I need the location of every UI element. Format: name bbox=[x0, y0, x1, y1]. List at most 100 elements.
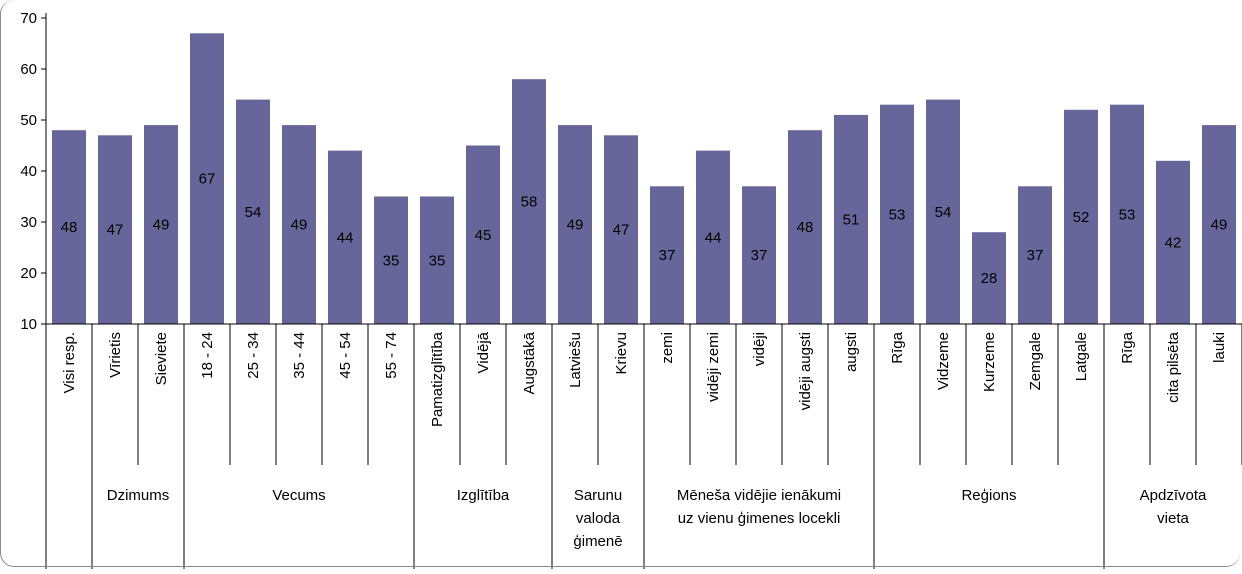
category-label: Sieviete bbox=[153, 332, 170, 385]
bar-value-label: 48 bbox=[797, 219, 814, 236]
bar-value-label: 44 bbox=[337, 229, 354, 246]
category-label: vidēji zemi bbox=[705, 332, 722, 402]
bar bbox=[926, 99, 960, 324]
bar-value-label: 54 bbox=[245, 204, 262, 221]
bar bbox=[52, 130, 86, 324]
bar-value-label: 67 bbox=[199, 171, 216, 188]
bar-value-label: 53 bbox=[1119, 206, 1136, 223]
bar-value-label: 37 bbox=[751, 247, 768, 264]
group-label: Dzimums bbox=[107, 487, 170, 504]
bar bbox=[1202, 125, 1236, 324]
bar bbox=[190, 33, 224, 325]
bar-value-label: 45 bbox=[475, 227, 492, 244]
bar bbox=[144, 125, 178, 324]
category-label: 18 - 24 bbox=[199, 332, 216, 379]
category-label: 55 - 74 bbox=[383, 332, 400, 379]
bar bbox=[374, 196, 408, 324]
bar bbox=[328, 150, 362, 324]
y-tick-label: 50 bbox=[20, 112, 37, 129]
bar-value-label: 47 bbox=[613, 222, 630, 239]
group-label: Reģions bbox=[961, 487, 1016, 504]
category-label: Kurzeme bbox=[981, 332, 998, 392]
bar bbox=[788, 130, 822, 324]
bar bbox=[1018, 186, 1052, 324]
category-label: Vidzeme bbox=[935, 332, 952, 390]
category-label: 45 - 54 bbox=[337, 332, 354, 379]
bar bbox=[604, 135, 638, 324]
bar-value-label: 44 bbox=[705, 229, 722, 246]
category-label: vidēji augsti bbox=[797, 332, 814, 410]
bar-value-label: 28 bbox=[981, 270, 998, 287]
category-label: augsti bbox=[843, 332, 860, 372]
category-label: Pamatizglītība bbox=[429, 331, 446, 427]
bar bbox=[236, 99, 270, 324]
group-label: Vecums bbox=[272, 487, 325, 504]
category-label: Latgale bbox=[1073, 332, 1090, 381]
group-label: Apdzīvota bbox=[1140, 487, 1207, 504]
category-label: 35 - 44 bbox=[291, 332, 308, 379]
bar-value-label: 47 bbox=[107, 222, 124, 239]
bar bbox=[1110, 104, 1144, 324]
bar bbox=[98, 135, 132, 324]
bar bbox=[972, 232, 1006, 324]
bar bbox=[880, 104, 914, 324]
group-label: uz vienu ģimenes locekli bbox=[678, 510, 841, 527]
y-tick-label: 60 bbox=[20, 61, 37, 78]
category-label: cita pilsēta bbox=[1165, 331, 1182, 403]
category-label: Augstākā bbox=[521, 331, 538, 394]
category-label: Vīrietis bbox=[107, 332, 124, 378]
bar-value-label: 52 bbox=[1073, 209, 1090, 226]
bar-value-label: 51 bbox=[843, 211, 860, 228]
category-label: Rīga bbox=[889, 331, 906, 363]
category-label: lauki bbox=[1211, 332, 1228, 363]
group-label: ģimenē bbox=[573, 533, 622, 550]
bar bbox=[420, 196, 454, 324]
group-label: Mēneša vidējie ienākumi bbox=[677, 487, 841, 504]
group-label: Sarunu bbox=[574, 487, 622, 504]
category-label: Visi resp. bbox=[61, 332, 78, 393]
bar bbox=[834, 114, 868, 325]
y-tick-label: 40 bbox=[20, 163, 37, 180]
bar-value-label: 49 bbox=[567, 217, 584, 234]
bar-value-label: 49 bbox=[291, 217, 308, 234]
category-label: vidēji bbox=[751, 332, 768, 366]
y-tick-label: 10 bbox=[20, 316, 37, 333]
bar-value-label: 49 bbox=[153, 217, 170, 234]
bar bbox=[1064, 109, 1098, 324]
axis-layer bbox=[41, 13, 1242, 569]
bar bbox=[742, 186, 776, 324]
bar-value-label: 49 bbox=[1211, 217, 1228, 234]
bar-value-label: 37 bbox=[1027, 247, 1044, 264]
category-label: Rīga bbox=[1119, 331, 1136, 363]
bar-value-label: 35 bbox=[429, 252, 446, 269]
bar bbox=[650, 186, 684, 324]
bar bbox=[1156, 160, 1190, 324]
bar-value-label: 54 bbox=[935, 204, 952, 221]
y-tick-label: 20 bbox=[20, 265, 37, 282]
bar bbox=[512, 79, 546, 324]
category-label: Latviešu bbox=[567, 332, 584, 388]
category-label: Zemgale bbox=[1027, 332, 1044, 390]
category-label: Vidējā bbox=[475, 331, 492, 373]
bar-value-label: 37 bbox=[659, 247, 676, 264]
bar bbox=[696, 150, 730, 324]
bars-layer bbox=[52, 33, 1236, 325]
category-label: Krievu bbox=[613, 332, 630, 375]
bar-value-label: 35 bbox=[383, 252, 400, 269]
y-tick-label: 30 bbox=[20, 214, 37, 231]
bar bbox=[466, 145, 500, 324]
bar bbox=[558, 125, 592, 324]
bar bbox=[282, 125, 316, 324]
category-label: zemi bbox=[659, 332, 676, 364]
y-tick-label: 70 bbox=[20, 10, 37, 27]
category-label: 25 - 34 bbox=[245, 332, 262, 379]
labels-layer: 10 20 30 40 50 60 70 48 47 49 67 54 49 44 35 35 45 58 49 47… bbox=[20, 10, 1228, 550]
group-label: valoda bbox=[576, 510, 621, 527]
bar-value-label: 48 bbox=[61, 219, 78, 236]
group-label: Izglītība bbox=[457, 487, 510, 504]
group-label: vieta bbox=[1157, 510, 1189, 527]
bar-value-label: 58 bbox=[521, 194, 538, 211]
